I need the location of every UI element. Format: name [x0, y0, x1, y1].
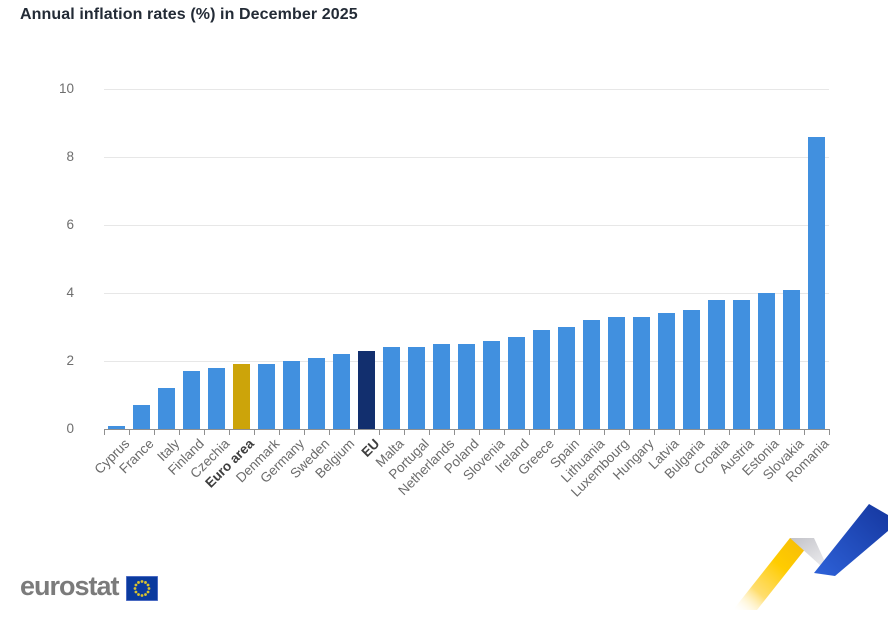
x-axis-tick: [454, 430, 455, 435]
x-axis-tick: [154, 430, 155, 435]
x-axis-tick: [579, 430, 580, 435]
bar-germany: [283, 361, 300, 429]
bar-hungary: [633, 317, 650, 429]
x-axis-tick: [629, 430, 630, 435]
bar-ireland: [508, 337, 525, 429]
bar-czechia: [208, 368, 225, 429]
bar-lithuania: [583, 320, 600, 429]
x-axis-tick: [554, 430, 555, 435]
y-axis-label: 10: [58, 81, 74, 96]
y-gridline: [104, 225, 829, 226]
x-axis-tick: [654, 430, 655, 435]
x-axis-tick: [404, 430, 405, 435]
bar-slovenia: [483, 341, 500, 429]
y-axis-label: 2: [66, 353, 74, 368]
x-axis-tick: [529, 430, 530, 435]
bar-malta: [383, 347, 400, 429]
x-axis-tick: [204, 430, 205, 435]
y-axis-label: 6: [66, 217, 74, 232]
x-axis-tick: [304, 430, 305, 435]
x-axis-tick: [829, 430, 830, 435]
bar-sweden: [308, 358, 325, 429]
bar-belgium: [333, 354, 350, 429]
x-axis-tick: [254, 430, 255, 435]
bar-spain: [558, 327, 575, 429]
bar-finland: [183, 371, 200, 429]
x-axis-tick: [379, 430, 380, 435]
bar-cyprus: [108, 426, 125, 429]
bar-greece: [533, 330, 550, 429]
x-axis-line: [104, 429, 830, 430]
x-axis-tick: [279, 430, 280, 435]
x-axis-tick: [329, 430, 330, 435]
bar-denmark: [258, 364, 275, 429]
x-axis-tick: [479, 430, 480, 435]
x-axis-tick: [504, 430, 505, 435]
bar-eu: [358, 351, 375, 429]
y-axis-label: 4: [66, 285, 74, 300]
x-axis-tick: [804, 430, 805, 435]
bar-netherlands: [433, 344, 450, 429]
bar-bulgaria: [683, 310, 700, 429]
x-axis-tick: [779, 430, 780, 435]
bar-poland: [458, 344, 475, 429]
bar-croatia: [708, 300, 725, 429]
bar-france: [133, 405, 150, 429]
bar-euro-area: [233, 364, 250, 429]
bar-estonia: [758, 293, 775, 429]
x-axis-tick: [229, 430, 230, 435]
x-axis-tick: [754, 430, 755, 435]
trend-ribbon-decoration: [733, 504, 888, 610]
x-axis-tick: [429, 430, 430, 435]
y-gridline: [104, 293, 829, 294]
x-axis-tick: [104, 430, 105, 435]
bar-slovakia: [783, 290, 800, 429]
chart-title: Annual inflation rates (%) in December 2…: [20, 6, 358, 23]
y-axis-label: 8: [66, 149, 74, 164]
x-axis-tick: [604, 430, 605, 435]
y-gridline: [104, 157, 829, 158]
x-axis-tick: [729, 430, 730, 435]
bar-portugal: [408, 347, 425, 429]
x-axis-tick: [354, 430, 355, 435]
bar-latvia: [658, 313, 675, 429]
eurostat-logo-text: eurostat: [20, 571, 120, 601]
y-axis-label: 0: [66, 421, 74, 436]
y-gridline: [104, 89, 829, 90]
eu-flag-icon: [125, 575, 158, 601]
bar-italy: [158, 388, 175, 429]
bar-austria: [733, 300, 750, 429]
bar-luxembourg: [608, 317, 625, 429]
x-axis-tick: [704, 430, 705, 435]
eurostat-logo: eurostat: [20, 571, 158, 601]
bar-romania: [808, 137, 825, 429]
x-axis-tick: [129, 430, 130, 435]
x-axis-tick: [179, 430, 180, 435]
x-axis-tick: [679, 430, 680, 435]
